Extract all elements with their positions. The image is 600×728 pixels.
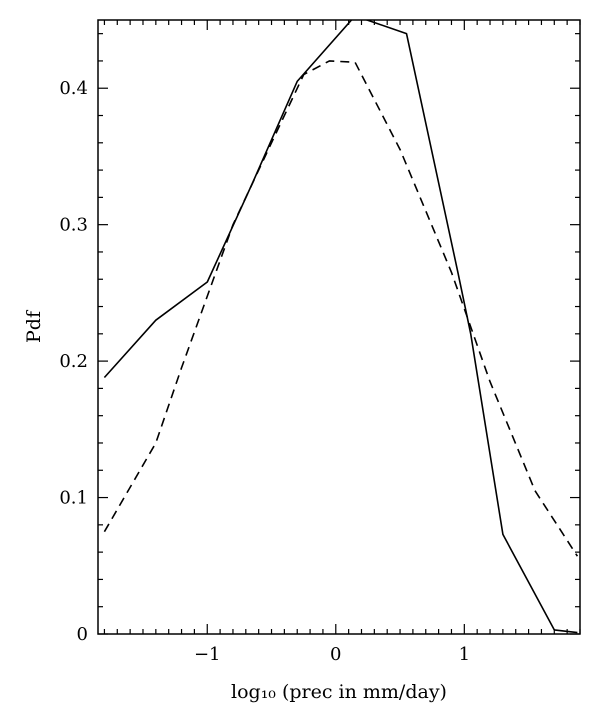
x-tick-label: −1 [194, 644, 221, 665]
y-tick-label: 0 [77, 624, 88, 645]
y-axis-title: Pdf [23, 309, 45, 343]
y-tick-label: 0.3 [59, 215, 88, 236]
y-tick-label: 0.4 [59, 78, 88, 99]
series-line-1-solid [103, 20, 578, 634]
x-axis-title: log₁₀ (prec in mm/day) [231, 681, 447, 703]
y-tick-label: 0.2 [59, 351, 88, 372]
y-tick-label: 0.1 [59, 488, 88, 509]
plot-frame [97, 19, 581, 635]
series-line-2-dashed [103, 60, 579, 557]
x-tick-label: 0 [330, 644, 341, 665]
x-tick-label: 1 [459, 644, 470, 665]
